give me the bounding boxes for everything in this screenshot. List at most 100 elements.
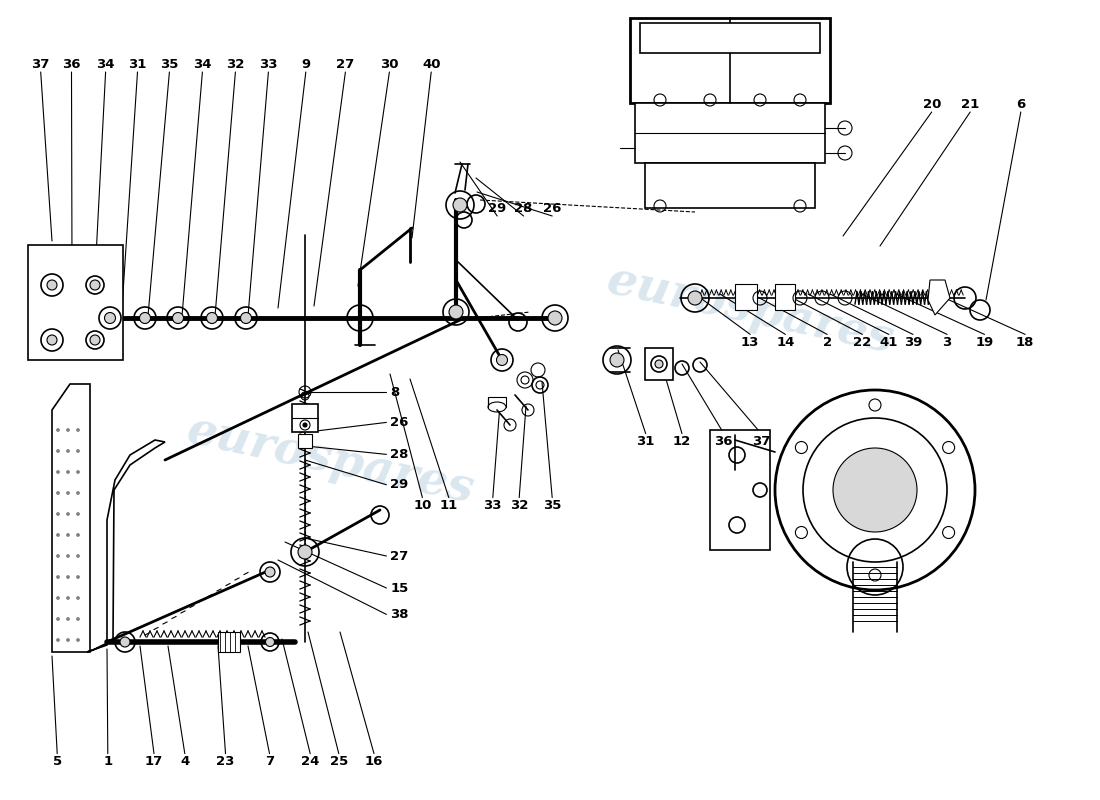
Circle shape (56, 534, 59, 537)
Text: 29: 29 (488, 202, 506, 214)
Text: 17: 17 (145, 755, 163, 768)
Circle shape (496, 354, 507, 366)
Circle shape (66, 597, 69, 599)
Circle shape (56, 575, 59, 578)
Bar (218, 632, 240, 652)
Circle shape (833, 448, 917, 532)
Circle shape (77, 470, 79, 474)
Text: 21: 21 (961, 98, 979, 110)
Circle shape (56, 429, 59, 431)
Bar (28, 245, 123, 360)
Circle shape (56, 491, 59, 494)
Text: 36: 36 (715, 435, 733, 448)
Text: 1: 1 (103, 755, 112, 768)
Circle shape (77, 513, 79, 515)
Bar (630, 18, 830, 103)
Text: 8: 8 (390, 386, 399, 398)
Text: 28: 28 (390, 448, 409, 461)
Text: 34: 34 (97, 58, 114, 70)
Text: 33: 33 (484, 499, 502, 512)
Bar (488, 397, 506, 407)
Text: 26: 26 (543, 202, 561, 214)
Text: 29: 29 (390, 478, 409, 491)
Text: 4: 4 (180, 755, 189, 768)
Polygon shape (87, 440, 165, 652)
Circle shape (77, 618, 79, 621)
Text: eurospares: eurospares (182, 407, 478, 513)
Circle shape (548, 311, 562, 325)
Text: 14: 14 (777, 336, 794, 349)
Bar (298, 434, 312, 448)
Circle shape (449, 305, 463, 319)
Text: 34: 34 (194, 58, 211, 70)
Circle shape (173, 313, 184, 323)
Circle shape (104, 313, 116, 323)
Text: 23: 23 (217, 755, 234, 768)
Text: 35: 35 (543, 499, 561, 512)
Circle shape (77, 450, 79, 453)
Text: 33: 33 (260, 58, 277, 70)
Text: 31: 31 (129, 58, 146, 70)
Circle shape (77, 575, 79, 578)
Text: 18: 18 (1016, 336, 1034, 349)
Text: 15: 15 (390, 582, 409, 594)
Text: 2: 2 (823, 336, 832, 349)
Circle shape (77, 597, 79, 599)
Bar (640, 23, 820, 53)
Text: 40: 40 (422, 58, 440, 70)
Bar (735, 284, 757, 310)
Circle shape (298, 545, 312, 559)
Circle shape (66, 491, 69, 494)
Ellipse shape (488, 402, 506, 412)
Text: 7: 7 (265, 755, 274, 768)
Circle shape (77, 554, 79, 558)
Circle shape (66, 513, 69, 515)
Text: 12: 12 (673, 435, 691, 448)
Text: 27: 27 (390, 550, 409, 562)
Circle shape (77, 491, 79, 494)
Circle shape (66, 618, 69, 621)
Text: 20: 20 (923, 98, 940, 110)
Circle shape (654, 360, 663, 368)
Bar (292, 404, 318, 432)
Circle shape (265, 638, 275, 646)
Text: 25: 25 (330, 755, 348, 768)
Circle shape (56, 597, 59, 599)
Circle shape (56, 450, 59, 453)
Text: 39: 39 (904, 336, 922, 349)
Text: 26: 26 (390, 416, 409, 429)
Circle shape (56, 470, 59, 474)
Circle shape (77, 638, 79, 642)
Circle shape (56, 513, 59, 515)
Text: 32: 32 (227, 58, 244, 70)
Text: 41: 41 (880, 336, 898, 349)
Text: 31: 31 (637, 435, 654, 448)
Circle shape (241, 313, 252, 323)
Bar (645, 348, 673, 380)
Text: 22: 22 (854, 336, 871, 349)
Circle shape (66, 470, 69, 474)
Circle shape (77, 534, 79, 537)
Text: 24: 24 (301, 755, 319, 768)
Text: 37: 37 (752, 435, 770, 448)
Text: 36: 36 (63, 58, 80, 70)
Circle shape (66, 534, 69, 537)
Circle shape (302, 423, 307, 427)
Text: 37: 37 (32, 58, 50, 70)
Circle shape (66, 575, 69, 578)
Bar (635, 103, 825, 163)
Bar (710, 430, 770, 550)
Bar (776, 284, 795, 310)
Circle shape (90, 280, 100, 290)
Circle shape (90, 335, 100, 345)
Text: 3: 3 (943, 336, 951, 349)
Circle shape (265, 567, 275, 577)
Circle shape (120, 637, 130, 647)
Text: 6: 6 (1016, 98, 1025, 110)
Text: 9: 9 (301, 58, 310, 70)
Text: 16: 16 (365, 755, 383, 768)
Circle shape (688, 291, 702, 305)
Text: 35: 35 (161, 58, 178, 70)
Bar (645, 163, 815, 208)
Text: 11: 11 (440, 499, 458, 512)
